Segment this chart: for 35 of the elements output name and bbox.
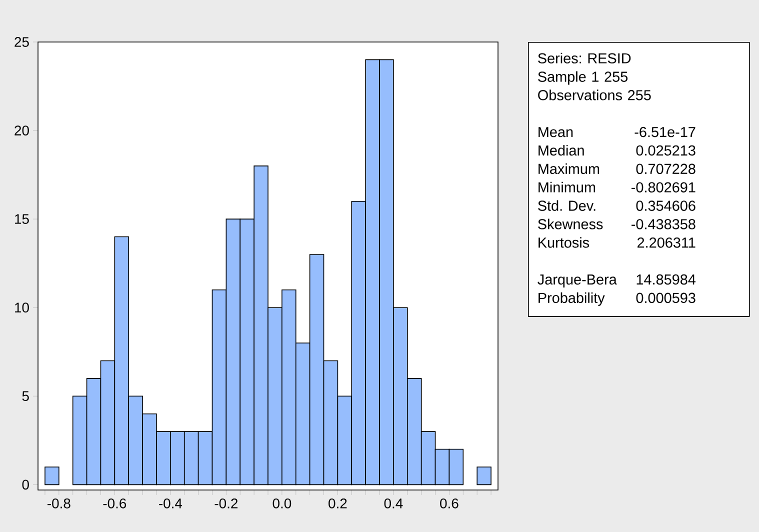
x-tick-label: -0.4	[159, 498, 182, 508]
y-tick-label: 5	[22, 391, 29, 402]
x-tick-label: -0.2	[214, 498, 238, 508]
text: 2.206311	[638, 238, 696, 248]
text: 14.85984	[636, 274, 696, 285]
x-tick-label: 0.0	[272, 498, 292, 508]
text: 0.000593	[636, 292, 696, 304]
text: Observations 255	[538, 90, 651, 100]
text: -6.51e-17	[634, 126, 696, 138]
text: Jarque-Bera	[538, 274, 617, 288]
x-tick-label: 0.4	[384, 498, 403, 508]
text: Std. Dev.	[538, 200, 596, 211]
text: -0.438358	[632, 219, 696, 230]
text: Kurtosis	[538, 237, 590, 248]
text: Sample 1 255	[538, 71, 628, 85]
text: Median	[538, 144, 584, 156]
text: Probability	[538, 292, 605, 306]
x-tick-label: 0.6	[440, 498, 458, 508]
y-tick-label: 25	[14, 37, 29, 47]
text: 0.354606	[636, 200, 696, 211]
text: Skewness	[538, 218, 603, 230]
text: 0.707228	[636, 164, 696, 174]
text: Maximum	[538, 163, 600, 174]
y-tick-label: 20	[14, 126, 29, 136]
y-tick-label: 0	[22, 480, 29, 490]
text: Mean	[538, 127, 573, 138]
text: 0.025213	[636, 145, 696, 156]
x-tick-label: -0.6	[103, 498, 126, 508]
y-tick-label: 15	[15, 214, 29, 224]
text: -0.802691	[632, 182, 696, 192]
y-tick-label: 10	[15, 302, 29, 313]
text: Series: RESID	[538, 52, 631, 64]
x-tick-label: -0.8	[48, 498, 70, 508]
text: Minimum	[538, 182, 596, 192]
x-tick-label: 0.2	[328, 498, 347, 508]
